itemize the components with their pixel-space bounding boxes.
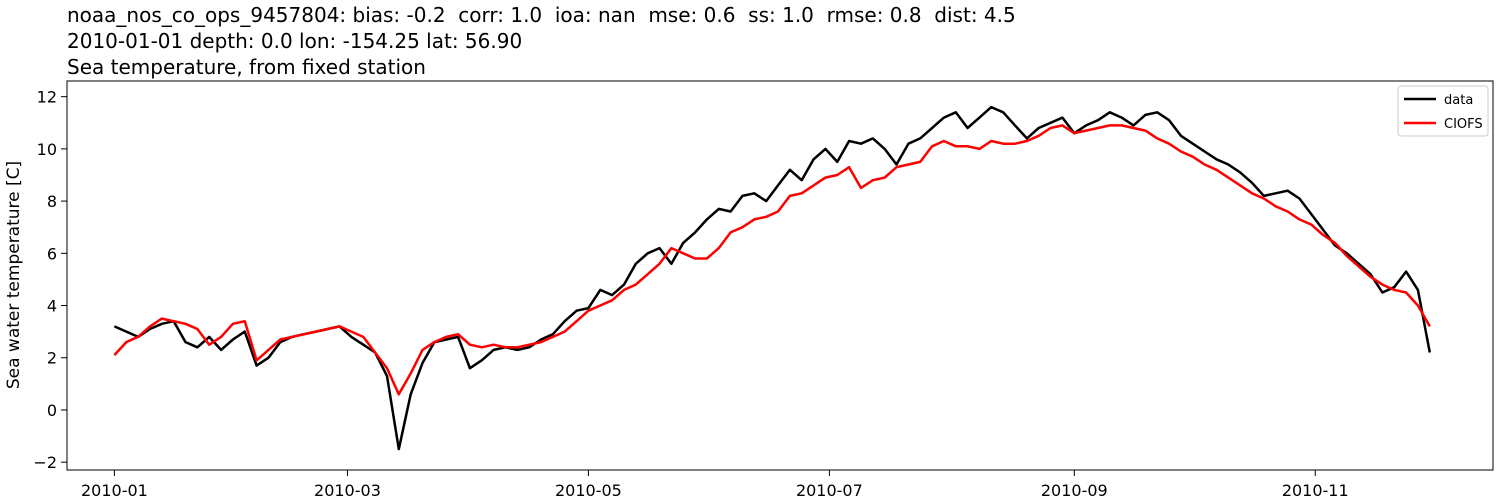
legend-label-ciofs: CIOFS — [1444, 117, 1483, 132]
x-tick-label: 2010-03 — [314, 481, 381, 500]
y-tick-label: 12 — [37, 88, 57, 107]
series-line-data — [113, 105, 1432, 451]
y-tick-label: 8 — [47, 192, 57, 211]
legend-label-data: data — [1444, 93, 1473, 108]
chart-title: noaa_nos_co_ops_9457804: bias: -0.2 corr… — [67, 2, 1016, 80]
x-tick-label: 2010-05 — [555, 481, 622, 500]
series-line-ciofs — [113, 124, 1431, 396]
y-axis: −2 0 2 4 6 8 10 12 — [33, 88, 67, 472]
y-axis-label: Sea water temperature [C] — [4, 161, 24, 389]
y-tick-label: 6 — [47, 244, 57, 263]
y-tick-label: 4 — [47, 297, 57, 316]
series-layer — [113, 105, 1432, 451]
legend: data CIOFS — [1397, 85, 1489, 137]
x-tick-label: 2010-11 — [1282, 481, 1349, 500]
y-tick-label: −2 — [33, 453, 57, 472]
y-tick-label: 10 — [37, 140, 57, 159]
x-tick-label: 2010-07 — [796, 481, 863, 500]
title-line-1: noaa_nos_co_ops_9457804: bias: -0.2 corr… — [67, 3, 1016, 27]
x-tick-label: 2010-09 — [1041, 481, 1108, 500]
x-axis: 2010-01 2010-03 2010-05 2010-07 2010-09 2010-… — [81, 470, 1349, 500]
y-tick-label: 0 — [47, 401, 57, 420]
plot-frame — [66, 80, 1494, 471]
x-tick-label: 2010-01 — [81, 481, 148, 500]
title-line-2: 2010-01-01 depth: 0.0 lon: -154.25 lat: … — [67, 29, 523, 53]
y-tick-label: 2 — [47, 349, 57, 368]
title-line-3: Sea temperature, from fixed station — [67, 55, 426, 79]
